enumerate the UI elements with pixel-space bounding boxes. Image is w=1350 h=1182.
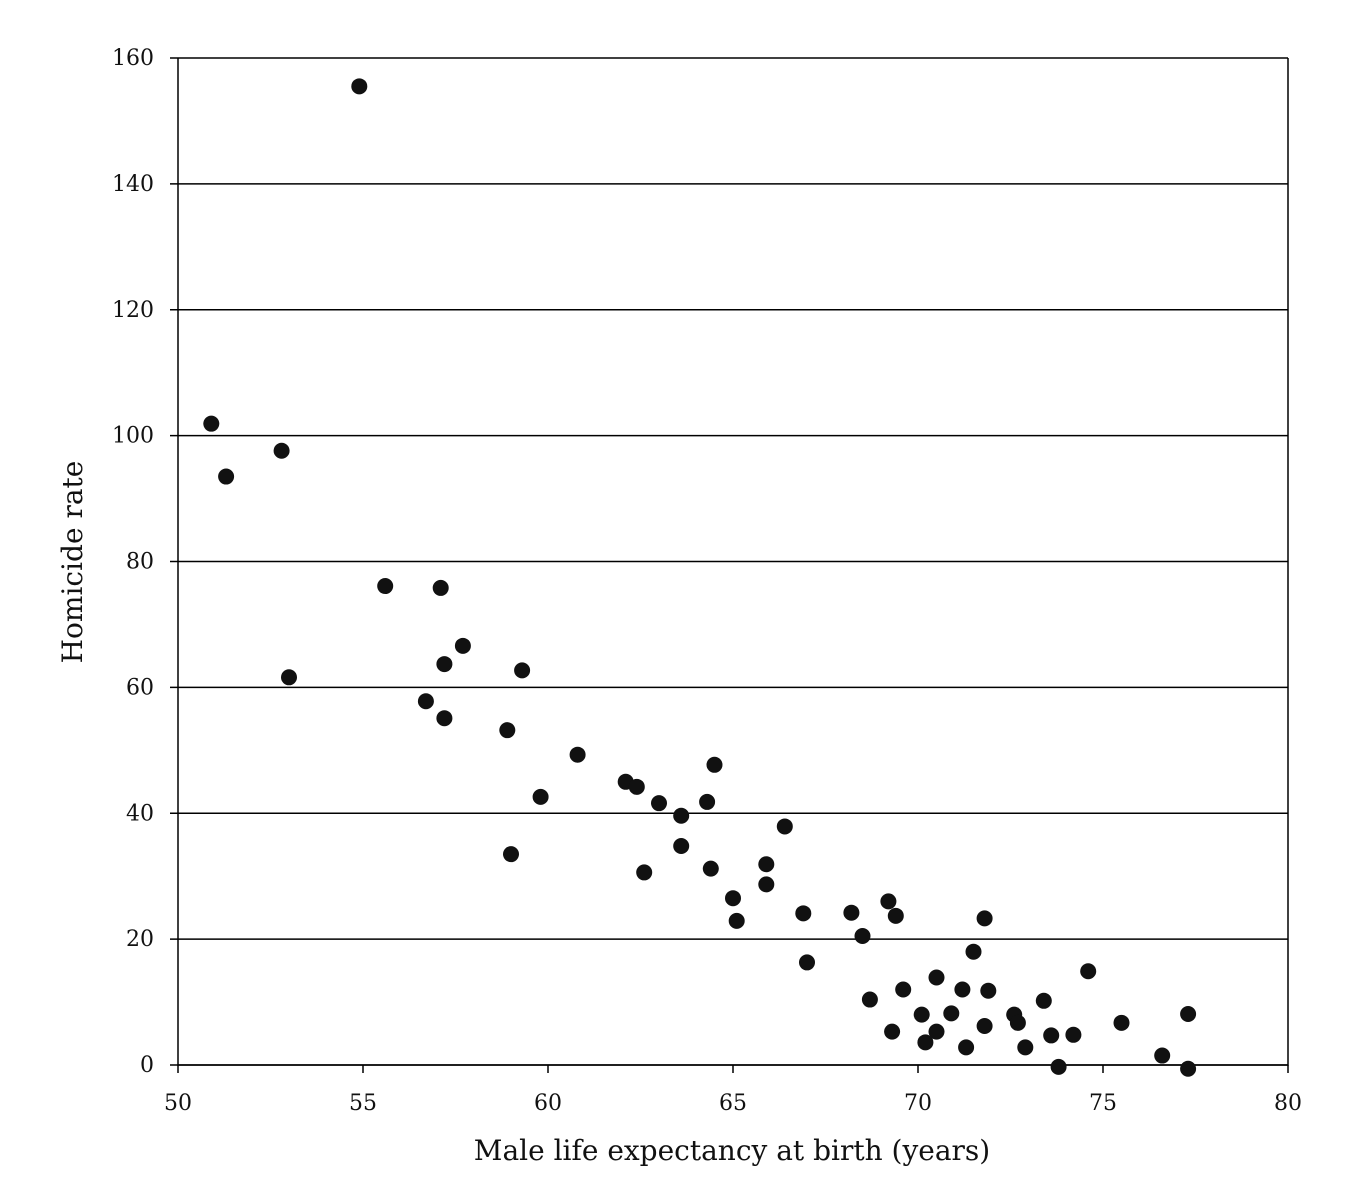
data-point-53 — [1017, 1039, 1034, 1056]
x-tick-label-60: 60 — [534, 1091, 562, 1116]
data-point-44 — [943, 1005, 960, 1022]
x-tick-label-55: 55 — [349, 1091, 377, 1116]
data-point-25 — [706, 756, 723, 773]
data-point-24 — [702, 860, 719, 877]
data-point-45 — [954, 981, 971, 998]
data-point-33 — [843, 904, 860, 921]
data-point-15 — [532, 788, 549, 805]
data-point-39 — [895, 981, 912, 998]
y-tick-label-20: 20 — [126, 927, 154, 952]
data-point-14 — [514, 662, 531, 679]
data-point-38 — [887, 907, 904, 924]
y-tick-label-100: 100 — [112, 424, 154, 449]
y-tick-label-80: 80 — [126, 550, 154, 575]
data-point-22 — [673, 837, 690, 854]
y-tick-label-160: 160 — [112, 46, 154, 71]
data-point-1 — [203, 415, 220, 432]
data-point-23 — [699, 793, 716, 810]
data-point-27 — [728, 912, 745, 929]
data-point-30 — [776, 818, 793, 835]
data-point-58 — [1080, 963, 1097, 980]
data-points — [203, 78, 1197, 1077]
y-tick-label-0: 0 — [140, 1053, 154, 1078]
data-point-56 — [1050, 1058, 1067, 1075]
y-tick-label-120: 120 — [112, 298, 154, 323]
x-tick-labels: 50 55 60 65 70 75 80 — [164, 1091, 1302, 1116]
data-point-59 — [1113, 1014, 1130, 1031]
data-point-46 — [958, 1039, 975, 1056]
data-point-31 — [795, 905, 812, 922]
data-point-36 — [880, 893, 897, 910]
x-tick-label-70: 70 — [904, 1091, 932, 1116]
data-point-60 — [1154, 1047, 1171, 1064]
data-point-47 — [965, 943, 982, 960]
data-point-6 — [377, 578, 394, 595]
data-point-49 — [976, 1017, 993, 1034]
axes — [170, 57, 1289, 1073]
data-point-5 — [351, 78, 368, 95]
data-point-61 — [1180, 1060, 1197, 1077]
x-tick-label-75: 75 — [1089, 1091, 1117, 1116]
data-point-29 — [758, 876, 775, 893]
data-point-26 — [725, 890, 741, 907]
data-point-34 — [854, 927, 871, 944]
data-point-3 — [273, 442, 290, 459]
data-point-4 — [281, 669, 297, 686]
data-point-35 — [861, 991, 878, 1008]
data-point-54 — [1035, 992, 1052, 1009]
data-point-48 — [976, 910, 993, 927]
grid-lines — [178, 57, 1288, 1066]
data-point-2 — [218, 468, 235, 485]
data-point-10 — [436, 710, 453, 727]
data-point-18 — [628, 778, 645, 795]
data-point-40 — [913, 1006, 930, 1023]
y-tick-label-60: 60 — [126, 675, 154, 700]
data-point-8 — [432, 579, 449, 596]
data-point-37 — [884, 1023, 901, 1040]
x-tick-label-50: 50 — [164, 1091, 192, 1116]
x-axis-title: Male life expectancy at birth (years) — [474, 1134, 990, 1167]
data-point-42 — [928, 969, 945, 986]
data-point-21 — [673, 807, 690, 824]
data-point-16 — [569, 746, 586, 763]
data-point-32 — [799, 954, 815, 971]
y-tick-label-40: 40 — [126, 801, 154, 826]
data-point-20 — [651, 795, 667, 812]
data-point-12 — [499, 722, 516, 739]
data-point-28 — [758, 856, 775, 873]
data-point-19 — [636, 864, 653, 881]
x-tick-label-80: 80 — [1274, 1091, 1302, 1116]
data-point-43 — [928, 1023, 945, 1040]
data-point-9 — [436, 656, 453, 673]
data-point-11 — [454, 637, 471, 654]
data-point-52 — [1009, 1014, 1026, 1031]
x-tick-label-65: 65 — [719, 1091, 747, 1116]
data-point-13 — [503, 846, 519, 863]
data-point-62 — [1180, 1006, 1197, 1023]
y-tick-label-140: 140 — [112, 172, 154, 197]
data-point-7 — [417, 693, 434, 710]
y-axis-title: Homicide rate — [56, 461, 89, 664]
data-point-50 — [980, 982, 997, 999]
data-point-55 — [1043, 1027, 1060, 1044]
y-tick-labels: 0 20 40 60 80 100 120 140 160 — [112, 46, 154, 1078]
data-point-41 — [917, 1034, 934, 1051]
data-point-57 — [1065, 1026, 1082, 1043]
